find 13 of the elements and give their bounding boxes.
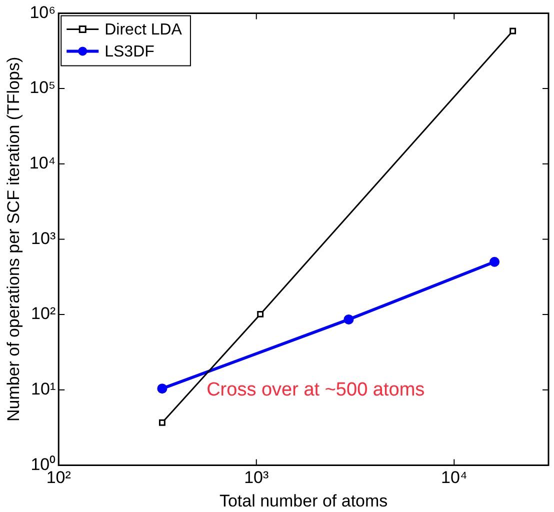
y-tick-label: 10³: [31, 228, 56, 248]
y-tick-label: 10⁴: [29, 154, 56, 173]
x-tick-label: 10³: [244, 468, 269, 488]
legend-label: LS3DF: [104, 44, 155, 61]
annotation: Cross over at ~500 atoms: [206, 380, 425, 401]
x-axis-title: Total number of atoms: [219, 491, 388, 510]
y-tick-label: 10⁶: [30, 2, 56, 22]
y-tick-label: 10¹: [31, 380, 56, 399]
y-tick-label: 10²: [31, 304, 56, 324]
legend-label: Direct LDA: [104, 22, 182, 39]
x-tick-label: 10⁴: [441, 468, 468, 488]
y-tick-label: 10⁵: [30, 78, 56, 98]
y-axis-title: Number of operations per SCF iteration (TFlops): [4, 56, 23, 422]
